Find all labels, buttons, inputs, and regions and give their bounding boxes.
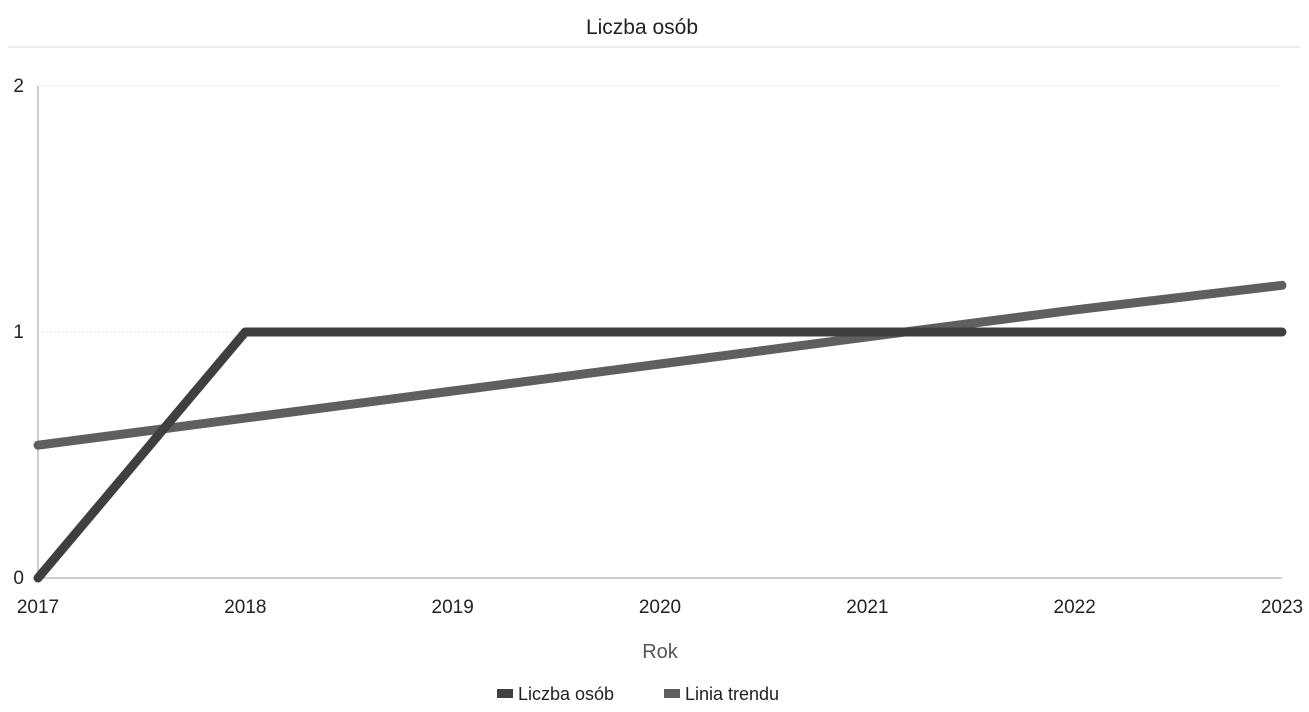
legend-label: Linia trendu <box>685 684 779 704</box>
y-tick-label: 0 <box>13 568 24 589</box>
gridlines <box>38 85 1282 333</box>
axes <box>37 86 1282 579</box>
legend: Liczba osób Linia trendu <box>497 684 779 704</box>
x-tick-label: 2023 <box>1261 597 1303 618</box>
y-tick-label: 1 <box>13 322 24 343</box>
chart-title: Liczba osób <box>586 16 698 39</box>
x-tick-label: 2017 <box>17 597 59 618</box>
x-tick-label: 2022 <box>1054 597 1096 618</box>
legend-swatch <box>664 689 680 698</box>
series-line-liczba-osob <box>33 327 1287 583</box>
x-axis-title: Rok <box>642 641 679 663</box>
y-tick-label: 2 <box>13 76 24 97</box>
x-tick-label: 2019 <box>432 597 474 618</box>
x-tick-label: 2020 <box>639 597 681 618</box>
x-tick-label: 2021 <box>846 597 888 618</box>
series-line-linia-trendu <box>33 280 1287 450</box>
legend-label: Liczba osób <box>518 684 614 704</box>
x-tick-labels: 2017 2018 2019 2020 2021 2022 2023 <box>17 597 1303 618</box>
series-lines <box>33 280 1287 583</box>
x-tick-label: 2018 <box>224 597 266 618</box>
y-tick-labels: 0 1 2 <box>13 76 24 589</box>
legend-swatch <box>497 689 513 698</box>
